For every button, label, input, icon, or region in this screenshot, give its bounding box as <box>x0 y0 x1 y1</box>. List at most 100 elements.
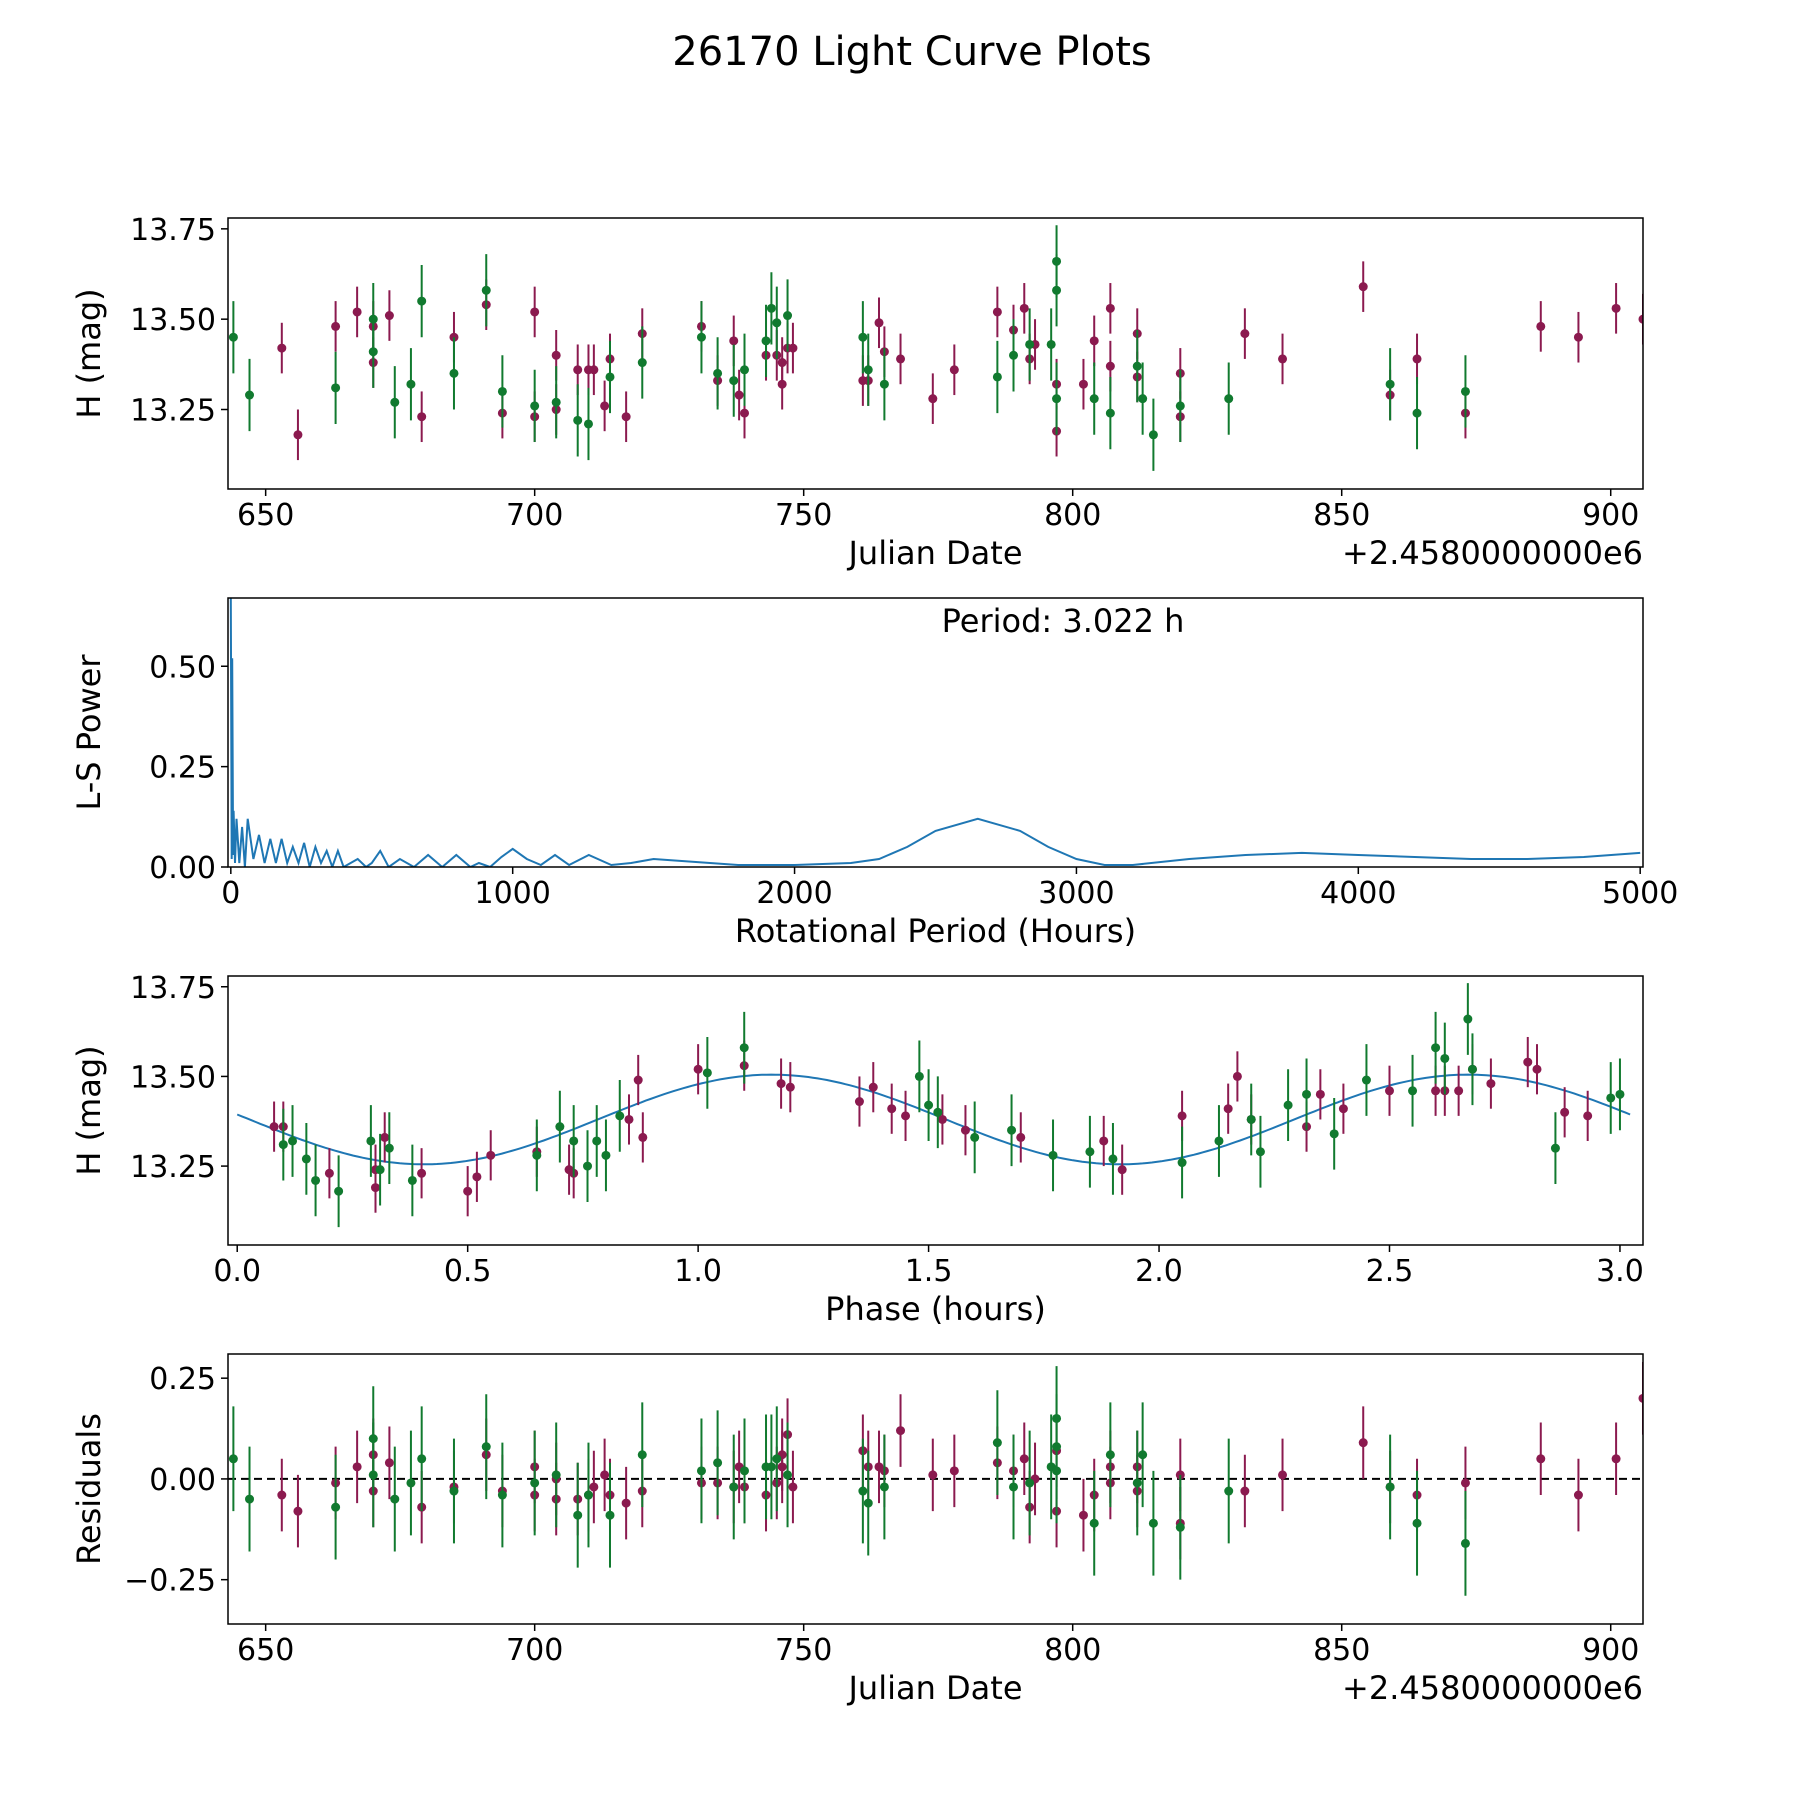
data-point-filter-b <box>637 358 647 368</box>
x-offset-text: +2.4580000000e6 <box>1342 1669 1643 1707</box>
data-point-filter-a <box>463 1186 473 1196</box>
data-point-filter-a <box>928 1470 938 1480</box>
data-point-filter-b <box>601 1150 611 1160</box>
x-tick-label: 0 <box>221 876 240 911</box>
data-point-filter-b <box>766 1462 776 1472</box>
data-point-filter-b <box>390 1494 400 1504</box>
data-point-filter-b <box>334 1186 344 1196</box>
y-tick-label: 13.75 <box>130 971 216 1006</box>
data-point-filter-b <box>1255 1147 1265 1157</box>
x-tick-label: 850 <box>1313 1633 1370 1668</box>
data-point-filter-a <box>638 1132 648 1142</box>
data-point-filter-a <box>1240 1486 1250 1496</box>
data-point-filter-b <box>914 1071 924 1081</box>
data-point-filter-b <box>740 1466 750 1476</box>
panel-1: 650 700 750 800 850 900 13.25 13.50 13.75 Julian … <box>70 213 1644 572</box>
data-point-filter-b <box>1138 394 1148 404</box>
data-point-filter-a <box>788 343 798 353</box>
y-tick-label: 0.00 <box>149 1463 216 1498</box>
data-point-filter-b <box>375 1165 385 1175</box>
data-point-filter-a <box>896 1426 906 1436</box>
data-point-filter-a <box>277 343 287 353</box>
data-point-filter-a <box>293 1506 303 1516</box>
data-point-filter-a <box>1078 1510 1088 1520</box>
data-point-filter-b <box>1615 1089 1625 1099</box>
data-point-filter-b <box>417 1454 427 1464</box>
data-point-filter-b <box>1412 408 1422 418</box>
data-point-filter-b <box>858 1486 868 1496</box>
data-point-filter-a <box>1089 336 1099 346</box>
data-point-filter-b <box>245 1494 255 1504</box>
data-point-filter-a <box>1486 1079 1496 1089</box>
plot-area <box>236 983 1631 1228</box>
x-tick-label: 1.0 <box>674 1254 722 1289</box>
data-point-filter-b <box>573 415 583 425</box>
data-point-filter-a <box>1358 1438 1368 1448</box>
data-point-filter-b <box>1105 408 1115 418</box>
data-point-filter-b <box>481 285 491 295</box>
data-point-filter-a <box>472 1172 482 1182</box>
data-point-filter-a <box>1105 303 1115 313</box>
data-point-filter-b <box>615 1111 625 1121</box>
data-point-filter-b <box>1177 1158 1187 1168</box>
data-point-filter-b <box>1224 394 1234 404</box>
data-point-filter-b <box>1361 1075 1371 1085</box>
data-point-filter-b <box>228 332 238 342</box>
data-point-filter-b <box>1440 1053 1450 1063</box>
x-tick-label: 5000 <box>1602 876 1678 911</box>
figure-title: 26170 Light Curve Plots <box>672 29 1151 75</box>
data-point-filter-b <box>729 1482 739 1492</box>
data-point-filter-b <box>1025 1478 1035 1488</box>
data-point-filter-a <box>1638 314 1643 324</box>
x-tick-label: 900 <box>1582 498 1639 533</box>
data-point-filter-a <box>1016 1132 1026 1142</box>
data-point-filter-a <box>1240 329 1250 339</box>
data-point-filter-b <box>1175 401 1185 411</box>
data-point-filter-b <box>729 376 739 386</box>
data-point-filter-b <box>573 1510 583 1520</box>
data-point-filter-b <box>1246 1114 1256 1124</box>
panel-3: 0.0 0.5 1.0 1.5 2.0 2.5 3.0 13.25 13.50 13.75 Phas… <box>70 971 1644 1328</box>
data-point-filter-b <box>368 347 378 357</box>
data-point-filter-a <box>1117 1165 1127 1175</box>
data-point-filter-b <box>879 1482 889 1492</box>
data-point-filter-b <box>366 1136 376 1146</box>
data-point-filter-a <box>1583 1111 1593 1121</box>
x-tick-label: 700 <box>506 498 563 533</box>
data-point-filter-a <box>417 1168 427 1178</box>
x-tick-label: 1000 <box>475 876 551 911</box>
x-tick-label: 2000 <box>756 876 832 911</box>
data-point-filter-b <box>1460 1538 1470 1548</box>
data-point-filter-b <box>1089 1518 1099 1528</box>
data-point-filter-a <box>352 307 362 317</box>
data-point-filter-a <box>1431 1086 1441 1096</box>
data-point-filter-b <box>1138 1450 1148 1460</box>
data-point-filter-b <box>481 1442 491 1452</box>
data-point-filter-b <box>331 383 341 393</box>
data-point-filter-a <box>960 1125 970 1135</box>
y-tick-label: 13.50 <box>130 303 216 338</box>
data-point-filter-b <box>301 1154 311 1164</box>
data-point-filter-a <box>1177 1111 1187 1121</box>
data-point-filter-b <box>858 332 868 342</box>
data-point-filter-b <box>739 1043 749 1053</box>
data-point-filter-a <box>551 350 561 360</box>
data-point-filter-a <box>874 318 884 328</box>
y-tick-label: 13.25 <box>130 1150 216 1185</box>
data-point-filter-b <box>530 1478 540 1488</box>
data-point-filter-a <box>384 1458 394 1468</box>
data-point-filter-b <box>449 1486 459 1496</box>
data-point-filter-b <box>1007 1125 1017 1135</box>
data-point-filter-a <box>729 336 739 346</box>
data-point-filter-a <box>573 365 583 375</box>
data-point-filter-b <box>970 1132 980 1142</box>
data-point-filter-a <box>600 401 610 411</box>
y-tick-label: 13.50 <box>130 1060 216 1095</box>
data-point-filter-a <box>1384 1086 1394 1096</box>
periodogram-line <box>229 598 1641 867</box>
y-tick-label: 0.00 <box>149 851 216 886</box>
data-point-filter-b <box>406 379 416 389</box>
data-point-filter-b <box>992 372 1002 382</box>
data-point-filter-a <box>370 1183 380 1193</box>
